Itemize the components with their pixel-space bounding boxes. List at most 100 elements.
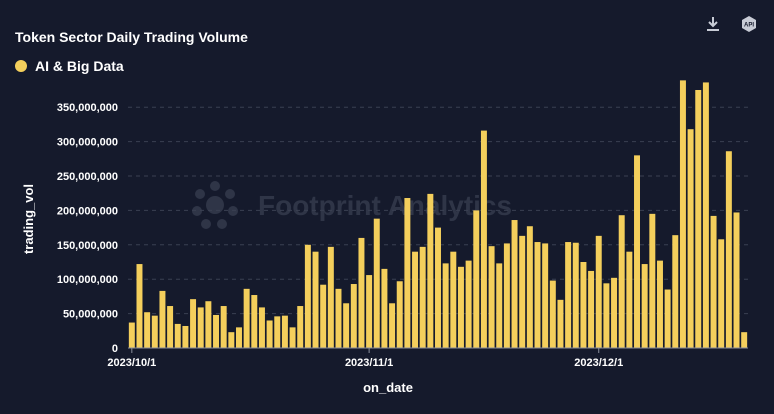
- bar[interactable]: [595, 235, 602, 348]
- bar[interactable]: [626, 251, 633, 348]
- bar[interactable]: [297, 306, 304, 348]
- bar[interactable]: [373, 218, 380, 348]
- bar[interactable]: [733, 212, 740, 348]
- bar[interactable]: [304, 244, 311, 348]
- bar[interactable]: [182, 325, 189, 348]
- bar[interactable]: [695, 90, 702, 348]
- bar[interactable]: [320, 284, 327, 348]
- bar[interactable]: [496, 263, 503, 348]
- bar[interactable]: [404, 198, 411, 348]
- bar[interactable]: [213, 314, 220, 348]
- bar[interactable]: [679, 80, 686, 349]
- bar[interactable]: [526, 226, 533, 348]
- bar[interactable]: [611, 277, 618, 348]
- bar[interactable]: [672, 235, 679, 348]
- bar[interactable]: [450, 251, 457, 348]
- bar[interactable]: [335, 288, 342, 348]
- bar[interactable]: [618, 215, 625, 348]
- watermark-text: Footprint Analytics: [258, 190, 512, 221]
- bar[interactable]: [565, 242, 572, 348]
- x-tick-label: 2023/11/1: [345, 357, 393, 369]
- footprint-logo-icon: [192, 181, 238, 229]
- bar[interactable]: [542, 243, 549, 348]
- y-tick-label: 250,000,000: [57, 171, 118, 183]
- bar[interactable]: [381, 268, 388, 348]
- bar[interactable]: [274, 316, 281, 348]
- bar[interactable]: [718, 239, 725, 348]
- bar[interactable]: [603, 283, 610, 348]
- bar[interactable]: [725, 151, 732, 348]
- legend-swatch[interactable]: [15, 60, 27, 72]
- bar[interactable]: [572, 242, 579, 348]
- bar[interactable]: [710, 215, 717, 348]
- bar[interactable]: [358, 237, 365, 348]
- bar[interactable]: [435, 227, 441, 348]
- bar[interactable]: [656, 260, 663, 348]
- bar[interactable]: [580, 262, 587, 348]
- bar[interactable]: [258, 307, 265, 348]
- bar[interactable]: [167, 306, 174, 348]
- bar[interactable]: [427, 193, 434, 348]
- bar[interactable]: [473, 210, 480, 348]
- toolbar: API: [704, 15, 758, 33]
- bar[interactable]: [236, 327, 242, 348]
- bar[interactable]: [649, 213, 656, 348]
- bar[interactable]: [151, 315, 158, 348]
- bar[interactable]: [228, 332, 235, 348]
- x-tick-label: 2023/12/1: [574, 357, 623, 369]
- y-tick-label: 0: [112, 343, 118, 355]
- bar[interactable]: [174, 323, 181, 348]
- bar[interactable]: [664, 289, 671, 348]
- bar[interactable]: [557, 299, 564, 348]
- bar[interactable]: [128, 322, 135, 348]
- download-icon[interactable]: [704, 15, 722, 33]
- bar[interactable]: [465, 260, 472, 348]
- bar[interactable]: [634, 155, 640, 348]
- legend-label[interactable]: AI & Big Data: [35, 58, 124, 74]
- y-tick-label: 200,000,000: [57, 205, 118, 217]
- y-tick-label: 150,000,000: [57, 240, 118, 252]
- bar[interactable]: [480, 130, 487, 348]
- watermark: Footprint Analytics: [192, 181, 512, 229]
- bar[interactable]: [266, 320, 273, 348]
- bar[interactable]: [503, 243, 510, 348]
- bar[interactable]: [412, 251, 419, 348]
- bar[interactable]: [389, 303, 396, 348]
- bar[interactable]: [205, 301, 212, 348]
- bar[interactable]: [190, 299, 197, 348]
- bar[interactable]: [457, 266, 464, 348]
- bar[interactable]: [687, 129, 694, 348]
- bar[interactable]: [343, 303, 350, 348]
- bar[interactable]: [159, 290, 166, 348]
- bar[interactable]: [366, 275, 373, 348]
- bar[interactable]: [197, 307, 204, 348]
- x-axis-title: on_date: [363, 380, 413, 395]
- bar[interactable]: [442, 263, 449, 348]
- bar[interactable]: [243, 288, 250, 348]
- bar[interactable]: [741, 332, 748, 348]
- bar[interactable]: [136, 264, 143, 348]
- bar[interactable]: [534, 242, 541, 348]
- bar[interactable]: [350, 284, 357, 348]
- bar[interactable]: [251, 295, 258, 348]
- bar[interactable]: [641, 264, 648, 348]
- bar[interactable]: [312, 251, 319, 348]
- bar[interactable]: [220, 306, 227, 348]
- bar[interactable]: [144, 312, 151, 348]
- x-axis: 2023/10/1 2023/11/1 2023/12/1: [107, 348, 623, 369]
- bar[interactable]: [488, 246, 495, 348]
- bar[interactable]: [702, 82, 709, 348]
- bar[interactable]: [519, 235, 526, 348]
- bar[interactable]: [419, 246, 426, 348]
- api-icon[interactable]: API: [740, 15, 758, 33]
- bar[interactable]: [549, 280, 556, 348]
- bar[interactable]: [327, 246, 334, 348]
- bar[interactable]: [396, 281, 403, 348]
- bar[interactable]: [289, 327, 296, 348]
- bar[interactable]: [588, 270, 595, 348]
- bar[interactable]: [281, 315, 288, 348]
- y-tick-label: 350,000,000: [57, 102, 118, 114]
- bars: [128, 80, 748, 349]
- bar[interactable]: [511, 220, 518, 348]
